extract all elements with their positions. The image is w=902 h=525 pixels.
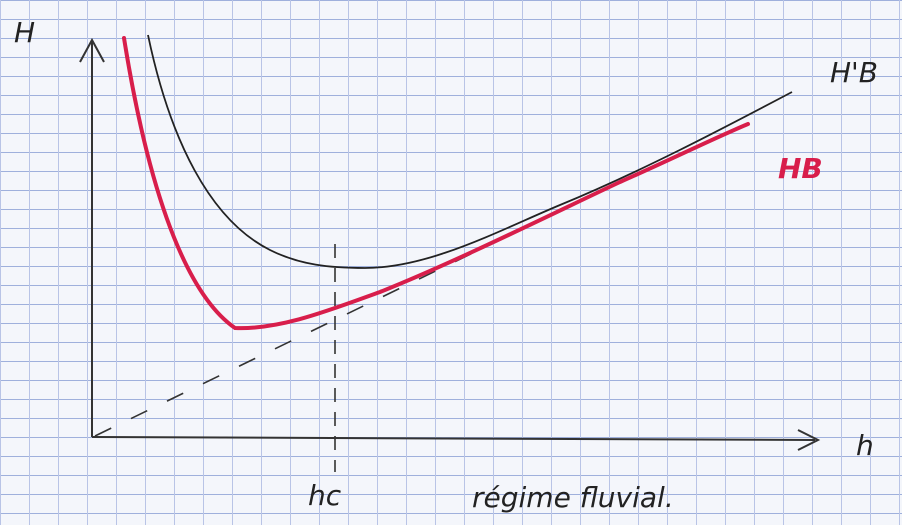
- marker-label: hc: [308, 479, 342, 512]
- curve-label: HB: [778, 152, 823, 185]
- curve-label: H'B: [830, 56, 878, 89]
- annotation: régime fluvial.: [472, 481, 674, 514]
- diagram: H h H'B HB hc régime fluvial.: [0, 0, 902, 525]
- page: {"axes": {"y_label": "H", "x_label": "h"…: [0, 0, 902, 525]
- y-axis-label: H: [14, 16, 35, 49]
- x-axis-label: h: [856, 429, 874, 462]
